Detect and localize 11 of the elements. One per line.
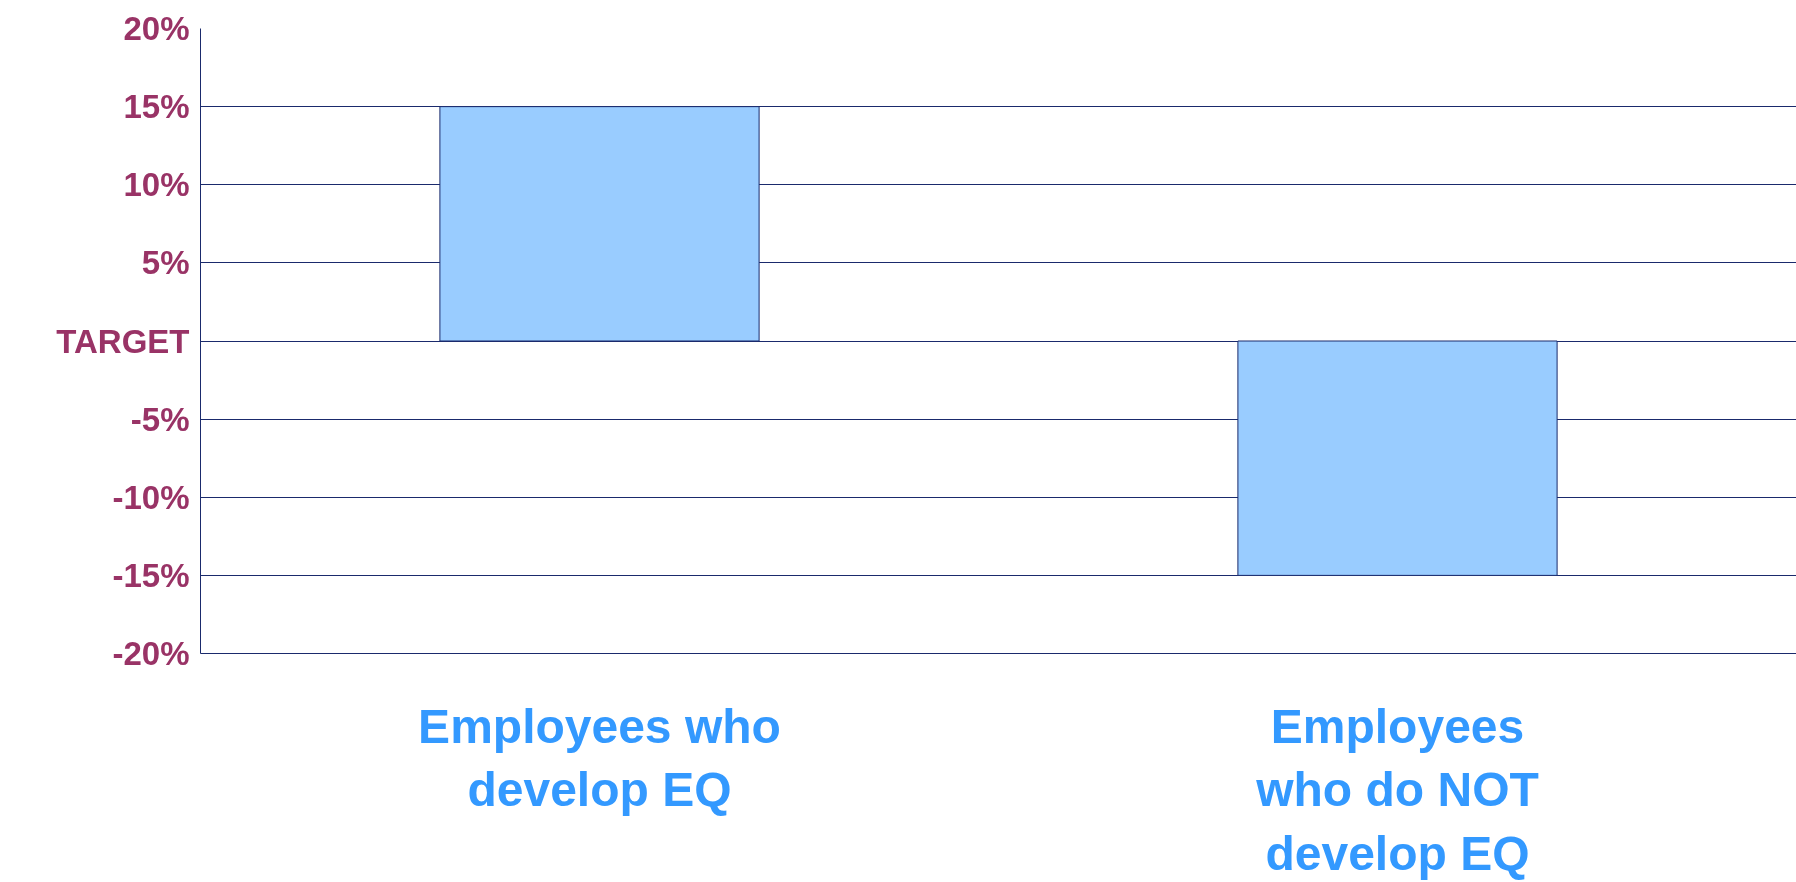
y-tick-label: 15% <box>123 88 190 126</box>
y-tick-label: -20% <box>112 635 190 672</box>
y-tick-label: 5% <box>141 244 190 282</box>
y-tick-label: 10% <box>123 166 190 204</box>
y-tick-label: -15% <box>112 556 190 594</box>
y-tick-label: -5% <box>130 400 190 438</box>
x-tick-label: Employees who develop EQ <box>418 699 781 817</box>
y-tick-label: TARGET <box>56 322 190 360</box>
y-tick-label: -10% <box>112 478 190 516</box>
x-tick-label: Employees who do NOT develop EQ <box>1255 699 1539 880</box>
y-tick-label: 20% <box>123 10 190 47</box>
